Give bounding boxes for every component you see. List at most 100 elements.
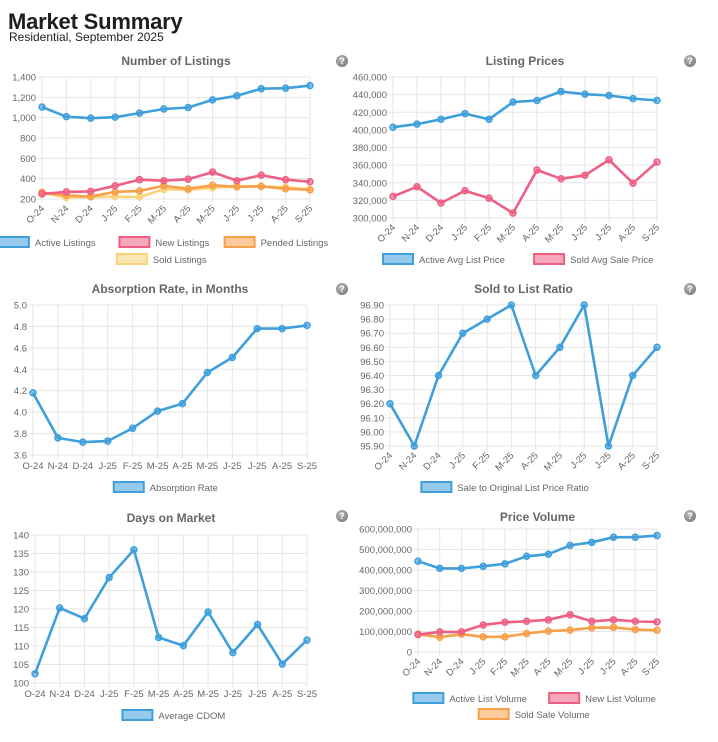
x-tick-label: F-25	[123, 203, 145, 225]
data-point-average-cdom	[253, 620, 262, 629]
y-tick-label: 400	[20, 174, 36, 185]
x-tick-label: D-24	[424, 222, 446, 244]
y-tick-label: 96.20	[360, 399, 384, 410]
data-point-pended-listings	[208, 181, 217, 190]
legend-swatch-sold-listings	[115, 253, 148, 265]
data-point-sold-avg-sale-price	[605, 156, 613, 164]
y-tick-label: 200,000,000	[359, 607, 412, 618]
x-tick-label: A-25	[519, 450, 541, 472]
y-tick-label: 300,000,000	[359, 586, 412, 597]
data-point-active-listings	[111, 113, 119, 121]
y-tick-label: 100	[13, 679, 29, 690]
data-point-active-list-volume	[653, 531, 661, 540]
help-icon[interactable]: ?	[684, 283, 696, 295]
x-tick-label: J-25	[99, 203, 120, 224]
y-tick-label: 200	[20, 195, 36, 206]
absorption-chart: Absorption Rate, in Months 3.6 3.8 4.0 4.2 4.…	[14, 282, 317, 494]
x-tick-label: O-24	[375, 222, 398, 245]
y-tick-label: 4.8	[14, 322, 27, 333]
data-point-active-list-volume	[609, 533, 618, 541]
data-point-active-avg-list-price	[461, 109, 469, 118]
x-tick-label: M-25	[543, 222, 566, 245]
y-tick-label: 4.2	[14, 386, 27, 397]
data-point-active-avg-list-price	[605, 91, 613, 100]
data-point-active-avg-list-price	[413, 120, 421, 128]
data-point-active-list-volume	[522, 552, 531, 561]
series-line-absorption-rate	[31, 324, 308, 444]
legend-swatch-sold-avg-sale-price	[533, 253, 566, 265]
y-tick-label: 135	[13, 549, 29, 560]
data-point-pended-listings	[257, 182, 266, 191]
data-point-active-list-volume	[435, 564, 444, 573]
data-point-active-avg-list-price	[509, 98, 517, 106]
data-point-sale-to-original-list-price-ratio	[580, 301, 588, 309]
help-icon[interactable]: ?	[336, 510, 348, 522]
y-tick-label: 3.8	[14, 429, 27, 440]
data-point-average-cdom	[179, 641, 188, 650]
chart-title: Number of Listings	[121, 54, 231, 68]
data-point-new-list-volume	[501, 618, 509, 627]
data-point-sold-sale-volume	[566, 626, 574, 634]
x-tick-label: S-25	[640, 656, 662, 678]
data-point-sold-avg-sale-price	[653, 158, 661, 166]
x-tick-label: M-25	[197, 461, 219, 472]
data-point-pended-listings	[281, 185, 290, 193]
y-tick-label: 1,400	[12, 73, 36, 84]
y-tick-label: 600,000,000	[359, 525, 412, 536]
legend-swatch-new-listings	[118, 236, 151, 248]
x-tick-label: J-25	[221, 203, 242, 224]
data-point-sold-sale-volume	[653, 626, 661, 635]
legend-label-active-listings: Active Listings	[35, 238, 96, 249]
data-point-active-listings	[257, 84, 266, 93]
data-point-new-list-volume	[609, 616, 618, 624]
data-point-sold-sale-volume	[479, 633, 487, 641]
series-line-active-avg-list-price	[392, 90, 658, 129]
help-icon[interactable]: ?	[336, 55, 348, 67]
legend-swatch-new-list-volume	[548, 692, 581, 704]
y-tick-label: 440,000	[353, 90, 387, 101]
y-tick-label: 96.30	[360, 385, 384, 396]
y-tick-label: 500,000,000	[359, 545, 412, 556]
volume-chart: Price Volume 0 100,000,000 200,000,000 300,0…	[359, 510, 662, 721]
series-line-average-cdom	[33, 548, 308, 675]
y-tick-label: 3.6	[14, 451, 27, 462]
data-point-sold-sale-volume	[544, 627, 553, 635]
help-icon[interactable]: ?	[684, 510, 696, 522]
y-tick-label: 96.60	[360, 343, 384, 354]
x-tick-label: A-25	[532, 656, 554, 678]
data-point-active-avg-list-price	[557, 87, 565, 96]
data-point-sold-avg-sale-price	[389, 192, 397, 201]
help-icon[interactable]: ?	[684, 55, 696, 67]
y-tick-label: 4.4	[14, 365, 27, 376]
legend-label-sale-to-original-list-price-ratio: Sale to Original List Price Ratio	[457, 483, 588, 494]
data-point-sale-to-original-list-price-ratio	[556, 343, 564, 352]
x-tick-label: M-25	[148, 689, 170, 700]
x-tick-label: S-25	[297, 461, 317, 472]
data-point-active-avg-list-price	[389, 123, 397, 131]
x-tick-label: N-24	[423, 656, 445, 678]
data-point-sale-to-original-list-price-ratio	[653, 343, 661, 352]
y-tick-label: 420,000	[353, 108, 387, 119]
y-tick-label: 96.50	[360, 357, 384, 368]
legend-swatch-sale-to-original-list-price-ratio	[420, 481, 453, 493]
y-tick-label: 1,000	[12, 113, 36, 124]
data-point-sold-sale-volume	[522, 629, 531, 638]
data-point-new-list-volume	[566, 610, 574, 619]
data-point-sold-avg-sale-price	[509, 209, 517, 217]
data-point-average-cdom	[278, 660, 287, 668]
legend-label-absorption-rate: Absorption Rate	[150, 483, 218, 494]
x-tick-label: N-24	[49, 203, 71, 225]
data-point-new-list-volume	[588, 617, 596, 625]
data-point-active-avg-list-price	[581, 90, 589, 98]
help-icon[interactable]: ?	[336, 283, 348, 295]
series-line-sold-avg-sale-price	[392, 158, 658, 215]
data-point-absorption-rate	[103, 437, 112, 445]
ratio-chart: Sold to List Ratio 95.90 96.00 96.10 96.20 96…	[360, 282, 662, 494]
data-point-new-listings	[62, 188, 71, 196]
x-tick-label: D-24	[74, 203, 96, 225]
legend-swatch-pended-listings	[223, 236, 256, 248]
data-point-new-listings	[281, 175, 290, 184]
x-tick-label: J-25	[598, 656, 619, 677]
series-line-new-listings	[41, 170, 311, 196]
y-tick-label: 120	[13, 605, 29, 616]
